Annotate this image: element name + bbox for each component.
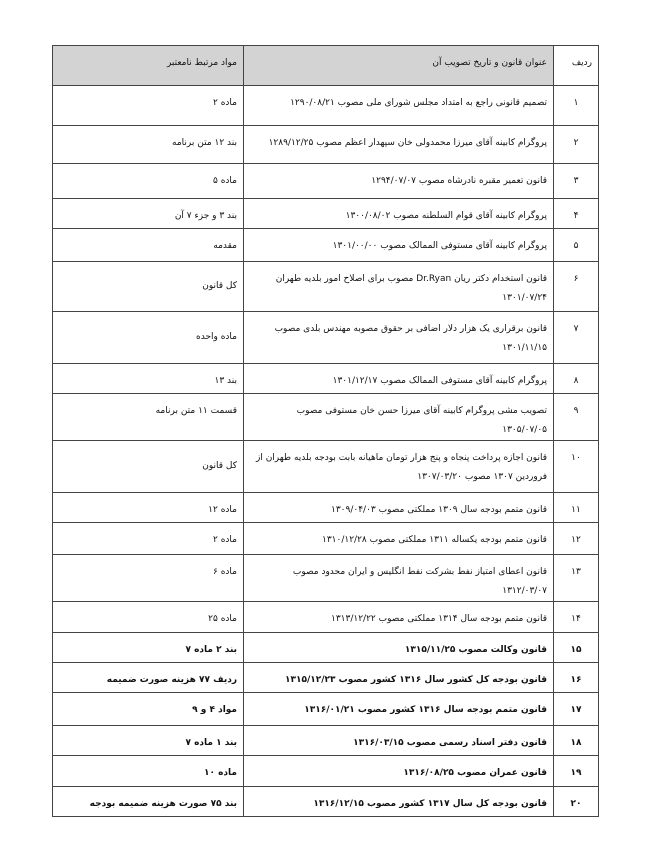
table-row: ۶ قانون استخدام دکتر ریان Dr.Ryan مصوب بر… — [52, 261, 599, 312]
related-articles: ماده ۱۰ — [52, 755, 244, 787]
row-number: ۱۶ — [553, 662, 599, 693]
related-articles: مواد ۴ و ۹ — [52, 692, 244, 726]
related-articles: کل قانون — [52, 440, 244, 493]
row-number: ۱۰ — [553, 440, 599, 493]
law-title: قانون متمم بودجه سال ۱۳۰۹ مملکتی مصوب ۱۳… — [243, 492, 554, 523]
table-row: ۱۷ قانون متمم بودجه سال ۱۳۱۶ کشور مصوب ۱۳… — [52, 692, 599, 726]
table-row: ۱۴ قانون متمم بودجه سال ۱۳۱۴ مملکتی مصوب … — [52, 601, 599, 633]
table-row: ۷ قانون برقراری یک هزار دلار اضافی بر حقو… — [52, 311, 599, 364]
table-row: ۱۰ قانون اجازه پرداخت پنجاه و پنج هزار تو… — [52, 440, 599, 493]
row-number: ۸ — [553, 363, 599, 394]
law-title: قانون بودجه کل سال ۱۳۱۷ کشور مصوب ۱۳۱۶/۱… — [243, 786, 554, 817]
row-number: ۱۱ — [553, 492, 599, 523]
row-number: ۱۷ — [553, 692, 599, 726]
table-row: ۴ پروگرام کابینه آقای قوام السلطنه مصوب ۱… — [52, 198, 599, 229]
table-row: ۱۹ قانون عمران مصوب ۱۳۱۶/۰۸/۲۵ ماده ۱۰ — [52, 755, 599, 787]
related-articles: بند ۱۲ متن برنامه — [52, 125, 244, 164]
header-related-articles: مواد مرتبط نامعتبر — [52, 45, 244, 86]
row-number: ۷ — [553, 311, 599, 364]
row-number: ۱۴ — [553, 601, 599, 633]
table-row: ۲ پروگرام کابینه آقای میرزا محمدولی خان س… — [52, 125, 599, 164]
row-number: ۲۰ — [553, 786, 599, 817]
related-articles: ماده ۱۲ — [52, 492, 244, 523]
row-number: ۱۵ — [553, 632, 599, 663]
related-articles: ماده ۲۵ — [52, 601, 244, 633]
law-title: قانون عمران مصوب ۱۳۱۶/۰۸/۲۵ — [243, 755, 554, 787]
law-title: تصویب مشی پروگرام کابینه آقای میرزا حسن … — [243, 393, 554, 441]
related-articles: ماده ۶ — [52, 554, 244, 602]
row-number: ۱۲ — [553, 522, 599, 555]
related-articles: بند ۱۳ — [52, 363, 244, 394]
table-row: ۹ تصویب مشی پروگرام کابینه آقای میرزا حسن… — [52, 393, 599, 441]
law-title: قانون متمم بودجه سال ۱۳۱۶ کشور مصوب ۱۳۱۶… — [243, 692, 554, 726]
law-title: قانون وکالت مصوب ۱۳۱۵/۱۱/۲۵ — [243, 632, 554, 663]
table-row: ۵ پروگرام کابینه آقای مستوفی الممالک مصوب… — [52, 228, 599, 262]
law-title: قانون بودجه کل کشور سال ۱۳۱۶ کشور مصوب ۱… — [243, 662, 554, 693]
header-row-number: ردیف — [553, 45, 599, 86]
related-articles: قسمت ۱۱ متن برنامه — [52, 393, 244, 441]
related-articles: ماده ۲ — [52, 85, 244, 126]
row-number: ۳ — [553, 163, 599, 199]
related-articles: ماده واحده — [52, 311, 244, 364]
row-number: ۱ — [553, 85, 599, 126]
law-title: پروگرام کابینه آقای قوام السلطنه مصوب ۱۳… — [243, 198, 554, 229]
related-articles: ردیف ۷۷ هزینه صورت ضمیمه — [52, 662, 244, 693]
row-number: ۱۹ — [553, 755, 599, 787]
header-law-title: عنوان قانون و تاریخ تصویب آن — [243, 45, 554, 86]
related-articles: بند ۱ ماده ۷ — [52, 725, 244, 756]
related-articles: مقدمه — [52, 228, 244, 262]
law-title: قانون متمم بودجه سال ۱۳۱۴ مملکتی مصوب ۱۳… — [243, 601, 554, 633]
law-title: قانون تعمیر مقبره نادرشاه مصوب ۱۲۹۴/۰۷/۰… — [243, 163, 554, 199]
table-row: ۳ قانون تعمیر مقبره نادرشاه مصوب ۱۲۹۴/۰۷/… — [52, 163, 599, 199]
row-number: ۱۳ — [553, 554, 599, 602]
row-number: ۶ — [553, 261, 599, 312]
laws-table: ردیف عنوان قانون و تاریخ تصویب آن مواد م… — [52, 45, 599, 817]
row-number: ۵ — [553, 228, 599, 262]
table-row: ۱۱ قانون متمم بودجه سال ۱۳۰۹ مملکتی مصوب … — [52, 492, 599, 523]
row-number: ۴ — [553, 198, 599, 229]
table-row: ۸ پروگرام کابینه آقای مستوفی الممالک مصوب… — [52, 363, 599, 394]
law-title: پروگرام کابینه آقای مستوفی الممالک مصوب … — [243, 363, 554, 394]
law-title: قانون برقراری یک هزار دلار اضافی بر حقوق… — [243, 311, 554, 364]
table-header: ردیف عنوان قانون و تاریخ تصویب آن مواد م… — [52, 45, 599, 86]
related-articles: ماده ۲ — [52, 522, 244, 555]
law-title: تصمیم قانونی راجع به امتداد مجلس شورای م… — [243, 85, 554, 126]
related-articles: کل قانون — [52, 261, 244, 312]
table-row: ۱۵ قانون وکالت مصوب ۱۳۱۵/۱۱/۲۵ بند ۲ ماده … — [52, 632, 599, 663]
law-title: قانون اعطای امتیاز نفط بشرکت نفط انگلیس … — [243, 554, 554, 602]
row-number: ۲ — [553, 125, 599, 164]
related-articles: بند ۲ ماده ۷ — [52, 632, 244, 663]
law-title: پروگرام کابینه آقای میرزا محمدولی خان سپ… — [243, 125, 554, 164]
law-title: قانون متمم بودجه یکساله ۱۳۱۱ مملکتی مصوب… — [243, 522, 554, 555]
law-title: پروگرام کابینه آقای مستوفی الممالک مصوب … — [243, 228, 554, 262]
table-row: ۱۸ قانون دفتر اسناد رسمی مصوب ۱۳۱۶/۰۳/۱۵ ب… — [52, 725, 599, 756]
related-articles: بند ۷۵ صورت هزینه ضمیمه بودجه — [52, 786, 244, 817]
table-row: ۱۲ قانون متمم بودجه یکساله ۱۳۱۱ مملکتی مص… — [52, 522, 599, 555]
table-row: ۱۳ قانون اعطای امتیاز نفط بشرکت نفط انگلی… — [52, 554, 599, 602]
table-row: ۲۰ قانون بودجه کل سال ۱۳۱۷ کشور مصوب ۱۳۱۶… — [52, 786, 599, 817]
related-articles: بند ۳ و جزء ۷ آن — [52, 198, 244, 229]
law-title: قانون دفتر اسناد رسمی مصوب ۱۳۱۶/۰۳/۱۵ — [243, 725, 554, 756]
table-row: ۱ تصمیم قانونی راجع به امتداد مجلس شورای … — [52, 85, 599, 126]
law-title: قانون اجازه پرداخت پنجاه و پنج هزار توما… — [243, 440, 554, 493]
law-title: قانون استخدام دکتر ریان Dr.Ryan مصوب برا… — [243, 261, 554, 312]
row-number: ۹ — [553, 393, 599, 441]
related-articles: ماده ۵ — [52, 163, 244, 199]
row-number: ۱۸ — [553, 725, 599, 756]
table-row: ۱۶ قانون بودجه کل کشور سال ۱۳۱۶ کشور مصوب… — [52, 662, 599, 693]
